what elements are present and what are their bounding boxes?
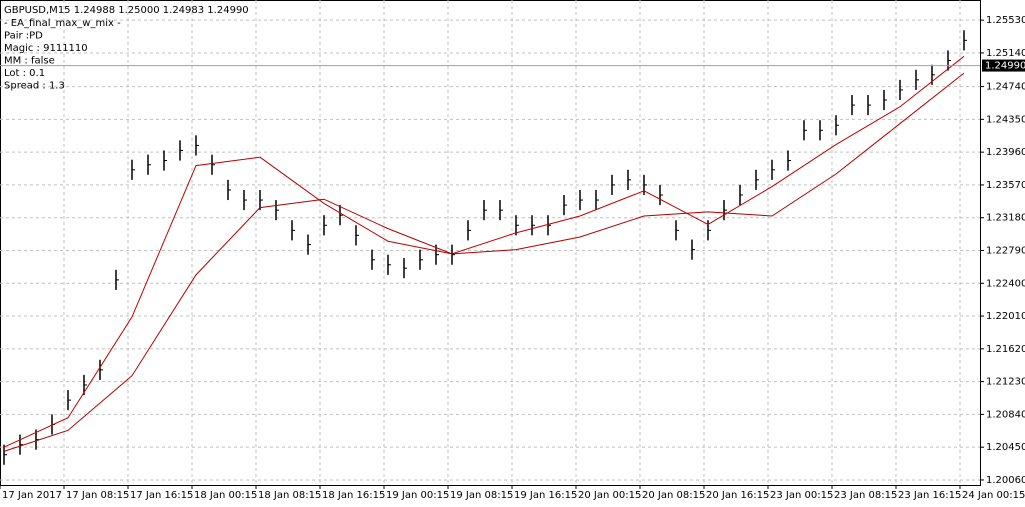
y-tick-label: 1.20060 [986, 475, 1025, 486]
x-tick-label: 17 Jan 2017 [2, 490, 62, 501]
info-line: - EA_final_max_w_mix - [4, 18, 121, 29]
x-tick-label: 20 Jan 00:15 [578, 490, 641, 501]
x-tick-label: 20 Jan 08:15 [642, 490, 705, 501]
x-tick-label: 17 Jan 08:15 [66, 490, 129, 501]
last-price-label: 1.24990 [985, 61, 1025, 72]
x-tick-label: 23 Jan 00:15 [770, 490, 833, 501]
x-tick-label: 18 Jan 16:15 [322, 490, 385, 501]
y-tick-label: 1.21620 [986, 344, 1025, 355]
y-tick-label: 1.23570 [986, 180, 1025, 191]
x-tick-label: 20 Jan 16:15 [706, 490, 769, 501]
y-tick-label: 1.24740 [986, 82, 1025, 93]
y-tick-label: 1.22790 [986, 245, 1025, 256]
x-tick-label: 24 Jan 00:15 [962, 490, 1025, 501]
x-tick-label: 23 Jan 08:15 [834, 490, 897, 501]
y-tick-label: 1.25140 [986, 48, 1025, 59]
y-tick-label: 1.22400 [986, 278, 1025, 289]
x-tick-label: 19 Jan 16:15 [514, 490, 577, 501]
plot-frame [0, 0, 981, 486]
y-tick-label: 1.23180 [986, 213, 1025, 224]
y-tick-label: 1.20450 [986, 442, 1025, 453]
info-line: Spread : 1.3 [4, 81, 65, 92]
x-tick-label: 23 Jan 16:15 [898, 490, 961, 501]
info-line: MM : false [4, 56, 55, 67]
x-tick-label: 19 Jan 00:15 [386, 490, 449, 501]
info-line: Lot : 0.1 [4, 68, 45, 79]
moving-average [3, 72, 965, 452]
x-tick-label: 19 Jan 08:15 [450, 490, 513, 501]
chart-title: GBPUSD,M15 1.24988 1.25000 1.24983 1.249… [4, 5, 249, 16]
info-line: Magic : 9111110 [4, 43, 88, 54]
y-tick-label: 1.23960 [986, 147, 1025, 158]
x-tick-label: 18 Jan 00:15 [194, 490, 257, 501]
last-price-box [982, 59, 1025, 72]
y-tick-label: 1.24350 [986, 114, 1025, 125]
info-line: Pair :PD [4, 31, 43, 42]
moving-average [3, 55, 965, 448]
y-tick-label: 1.25530 [986, 15, 1025, 26]
y-tick-label: 1.22010 [986, 311, 1025, 322]
x-tick-label: 18 Jan 08:15 [258, 490, 321, 501]
y-tick-label: 1.21230 [986, 377, 1025, 388]
y-tick-label: 1.20840 [986, 409, 1025, 420]
x-tick-label: 17 Jan 16:15 [130, 490, 193, 501]
